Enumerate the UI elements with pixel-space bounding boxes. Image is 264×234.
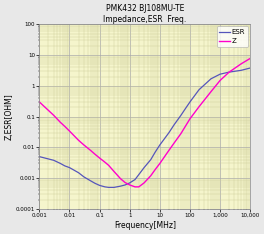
Z	[133, 186, 136, 188]
ESR	[68, 166, 71, 169]
Z	[149, 174, 152, 177]
Z	[68, 130, 71, 132]
ESR	[188, 101, 192, 103]
ESR	[239, 69, 243, 72]
ESR	[137, 173, 140, 176]
Z	[173, 142, 176, 144]
Z	[167, 149, 171, 152]
Line: Z: Z	[39, 58, 250, 187]
Z	[158, 162, 161, 165]
Z	[188, 117, 192, 120]
ESR	[167, 131, 171, 134]
ESR	[98, 184, 101, 187]
Z	[179, 132, 182, 135]
ESR	[133, 178, 136, 181]
Z	[119, 177, 122, 180]
Z	[137, 186, 140, 188]
ESR	[219, 73, 222, 76]
ESR	[179, 114, 182, 117]
ESR	[228, 71, 231, 73]
Z	[59, 121, 62, 124]
ESR	[197, 88, 201, 91]
ESR	[93, 182, 97, 185]
Z	[209, 90, 213, 93]
ESR	[38, 155, 41, 158]
ESR	[63, 165, 67, 167]
Y-axis label: Z,ESR[OHM]: Z,ESR[OHM]	[4, 93, 13, 140]
Z	[124, 181, 127, 184]
Z	[103, 161, 106, 164]
ESR	[143, 166, 146, 169]
Z	[228, 71, 231, 73]
Z	[249, 57, 252, 60]
Legend: ESR, Z: ESR, Z	[216, 26, 248, 47]
X-axis label: Frequency[MHz]: Frequency[MHz]	[114, 221, 176, 230]
Z	[184, 125, 187, 128]
ESR	[184, 107, 187, 110]
ESR	[249, 67, 252, 69]
Z	[63, 125, 67, 128]
Title: PMK432 BJ108MU-TE
Impedance,ESR  Freq.: PMK432 BJ108MU-TE Impedance,ESR Freq.	[103, 4, 186, 24]
ESR	[128, 182, 131, 184]
ESR	[119, 185, 122, 187]
Z	[219, 79, 222, 82]
ESR	[149, 158, 152, 161]
Z	[82, 143, 86, 146]
ESR	[173, 123, 176, 126]
ESR	[82, 176, 86, 178]
ESR	[158, 143, 161, 146]
Z	[38, 101, 41, 103]
ESR	[154, 151, 157, 154]
Z	[154, 168, 157, 171]
Z	[107, 164, 110, 167]
Z	[93, 153, 97, 156]
Z	[112, 170, 116, 173]
ESR	[107, 186, 110, 189]
Line: ESR: ESR	[39, 68, 250, 187]
Z	[98, 157, 101, 159]
Z	[143, 182, 146, 184]
ESR	[59, 162, 62, 165]
Z	[197, 105, 201, 108]
Z	[89, 149, 92, 152]
ESR	[89, 179, 92, 182]
Z	[52, 114, 55, 117]
ESR	[52, 159, 55, 162]
ESR	[124, 183, 127, 186]
ESR	[103, 186, 106, 188]
ESR	[77, 171, 80, 174]
Z	[239, 62, 243, 65]
Z	[77, 139, 80, 142]
ESR	[112, 186, 116, 189]
ESR	[209, 77, 213, 80]
Z	[128, 183, 131, 186]
